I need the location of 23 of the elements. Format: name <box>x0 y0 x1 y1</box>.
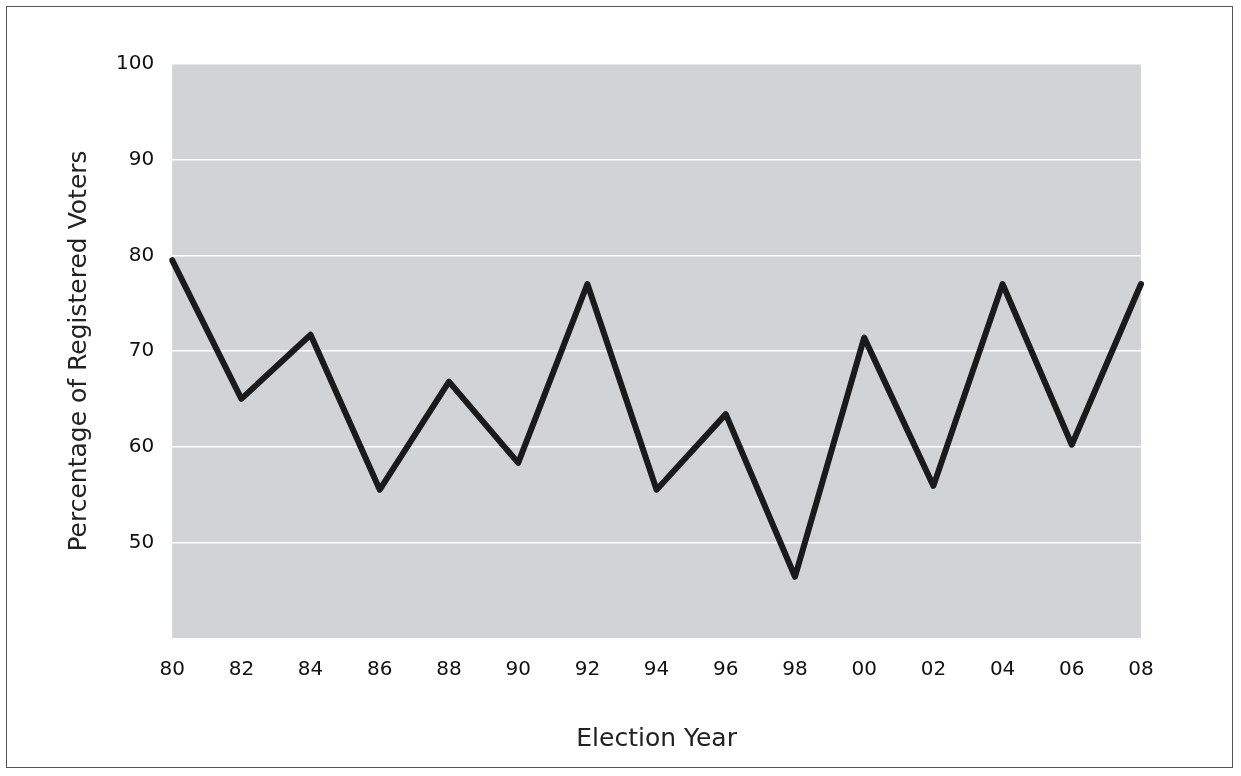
x-axis-title: Election Year <box>576 722 738 752</box>
y-tick-label: 80 <box>128 241 155 266</box>
y-tick-label: 50 <box>128 528 155 553</box>
x-tick-label: 84 <box>297 656 324 681</box>
y-tick-label: 60 <box>128 432 155 457</box>
x-tick-label: 90 <box>505 656 531 681</box>
x-tick-label: 04 <box>989 656 1016 681</box>
x-tick-label: 96 <box>713 656 739 681</box>
x-tick-label: 00 <box>851 656 877 681</box>
x-tick-label: 82 <box>228 656 255 681</box>
y-tick-label: 70 <box>128 337 155 362</box>
x-tick-label: 94 <box>643 656 670 681</box>
x-tick-label: 06 <box>1059 656 1085 681</box>
x-tick-label: 92 <box>574 656 601 681</box>
x-tick-label: 02 <box>920 656 947 681</box>
y-axis-title: Percentage of Registered Voters <box>62 150 92 552</box>
x-tick-label: 86 <box>367 656 393 681</box>
y-tick-label: 100 <box>115 50 155 75</box>
x-tick-label: 98 <box>782 656 808 681</box>
x-tick-label: 88 <box>436 656 462 681</box>
y-tick-label: 90 <box>128 145 155 170</box>
x-tick-label: 08 <box>1128 656 1154 681</box>
x-tick-label: 80 <box>159 656 185 681</box>
